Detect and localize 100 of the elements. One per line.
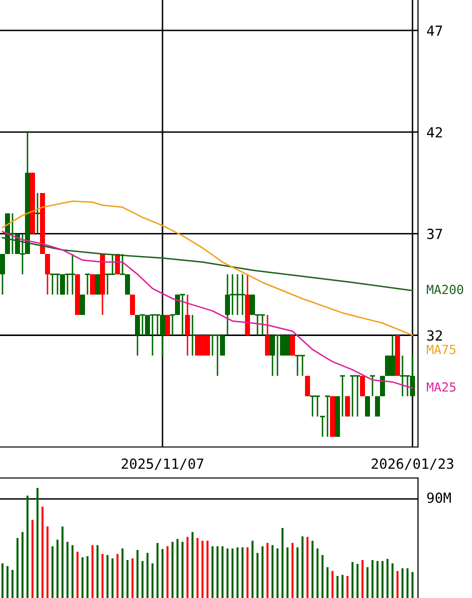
bar xyxy=(252,540,254,598)
bar xyxy=(412,572,414,598)
bar xyxy=(186,536,188,598)
bar xyxy=(352,562,354,598)
bar xyxy=(182,542,184,598)
bar xyxy=(292,542,294,598)
bar xyxy=(72,545,74,598)
bar xyxy=(76,552,78,598)
bar xyxy=(176,538,178,598)
bar xyxy=(402,568,404,598)
bar xyxy=(2,563,4,598)
bar xyxy=(52,546,54,598)
x-tick-label: 2026/01/23 xyxy=(372,458,454,470)
bar xyxy=(386,558,388,598)
candlestick xyxy=(185,294,190,356)
bar xyxy=(342,574,344,598)
bar xyxy=(66,542,68,598)
bar xyxy=(222,546,224,598)
candlestick xyxy=(345,396,350,418)
bar xyxy=(366,567,368,598)
bar xyxy=(226,548,228,598)
bar xyxy=(146,552,148,598)
bar xyxy=(96,545,98,598)
candlestick xyxy=(265,314,270,356)
bar xyxy=(46,526,48,598)
bar xyxy=(136,550,138,598)
bar xyxy=(166,546,168,598)
bar xyxy=(212,546,214,598)
bar xyxy=(336,576,338,598)
bar xyxy=(36,488,38,598)
bar xyxy=(102,554,104,598)
bar xyxy=(346,576,348,598)
bar xyxy=(172,542,174,598)
bar xyxy=(376,561,378,598)
bar xyxy=(106,555,108,598)
bar xyxy=(56,540,58,598)
series-label: MA75 xyxy=(426,344,456,354)
bar xyxy=(202,540,204,598)
candlestick xyxy=(165,314,170,336)
candlestick xyxy=(0,253,5,296)
candlestick xyxy=(365,396,370,418)
ref-line-label: 90M xyxy=(427,492,451,503)
bar xyxy=(382,561,384,598)
y-tick-label: 37 xyxy=(427,228,442,240)
bar xyxy=(312,540,314,598)
bar xyxy=(372,560,374,598)
bar xyxy=(22,532,24,598)
y-tick-label: 32 xyxy=(427,330,442,341)
bar xyxy=(356,564,358,598)
bar xyxy=(6,566,8,598)
bar xyxy=(16,538,18,598)
bar xyxy=(236,547,238,598)
series-label: MA200 xyxy=(426,284,464,294)
candlestick xyxy=(45,253,50,296)
bar xyxy=(142,561,144,598)
series-label: MA25 xyxy=(426,382,456,392)
candlestick xyxy=(375,396,380,418)
bar xyxy=(242,547,244,598)
line-series xyxy=(2,237,414,292)
bar xyxy=(396,571,398,598)
bar xyxy=(132,558,134,598)
bar xyxy=(196,538,198,598)
bar xyxy=(282,528,284,598)
bar xyxy=(82,557,84,598)
bar xyxy=(322,555,324,598)
bar xyxy=(92,545,94,598)
bar xyxy=(216,546,218,598)
bar xyxy=(296,547,298,598)
bar xyxy=(362,560,364,598)
bar xyxy=(406,568,408,598)
bar xyxy=(12,570,14,598)
bar xyxy=(276,548,278,598)
bar xyxy=(126,560,128,598)
bar xyxy=(152,563,154,598)
bar xyxy=(232,548,234,598)
bar xyxy=(392,563,394,598)
line-series xyxy=(2,200,414,336)
x-tick-label: 2025/11/07 xyxy=(122,458,204,470)
bar xyxy=(246,547,248,598)
bar xyxy=(42,506,44,598)
bar xyxy=(192,532,194,598)
bar xyxy=(272,545,274,598)
bar xyxy=(162,549,164,598)
bar xyxy=(302,536,304,598)
bar xyxy=(116,554,118,598)
bar xyxy=(316,548,318,598)
bar xyxy=(62,526,64,598)
bar xyxy=(26,496,28,598)
y-tick-label: 42 xyxy=(427,127,442,138)
bar xyxy=(122,548,124,598)
bar xyxy=(206,540,208,598)
bar xyxy=(256,552,258,598)
bar xyxy=(326,567,328,598)
bar xyxy=(86,556,88,598)
bar xyxy=(332,571,334,598)
bar xyxy=(262,546,264,598)
bar xyxy=(112,558,114,598)
bar xyxy=(32,520,34,598)
y-tick-label: 47 xyxy=(427,26,442,36)
bar xyxy=(266,542,268,598)
